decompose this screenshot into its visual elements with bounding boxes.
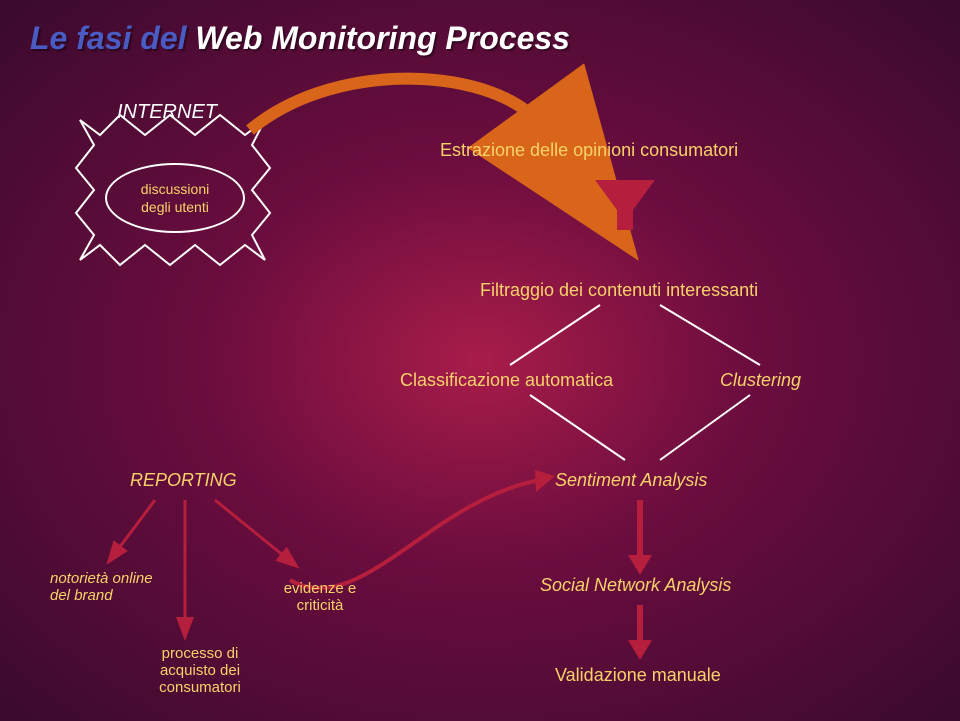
funnel-icon	[595, 180, 655, 230]
curve-sentiment-reporting	[290, 480, 540, 588]
node-notorieta: notorietà onlinedel brand	[50, 570, 200, 604]
node-processo: processo diacquisto deiconsumatori	[135, 645, 265, 696]
node-social: Social Network Analysis	[540, 575, 731, 596]
internet-label: INTERNET	[117, 101, 217, 124]
node-filtraggio: Filtraggio dei contenuti interessanti	[480, 280, 758, 301]
node-clustering: Clustering	[720, 370, 801, 391]
page-title: Le fasi del Web Monitoring Process	[30, 20, 570, 57]
discussioni-ellipse: discussionidegli utenti	[105, 163, 245, 233]
arrow-rep-notor	[110, 500, 155, 560]
internet-cluster: INTERNET discussionidegli utenti	[45, 95, 265, 275]
line-clust-sent	[660, 395, 750, 460]
node-reporting: REPORTING	[130, 470, 237, 491]
node-evidenze: evidenze ecriticità	[265, 580, 375, 614]
line-filt-clust	[660, 305, 760, 365]
line-class-sent	[530, 395, 625, 460]
title-prefix: Le fasi del	[30, 20, 195, 56]
arrow-internet-estrazione	[250, 79, 540, 130]
node-classificazione: Classificazione automatica	[400, 370, 613, 391]
title-main: Web Monitoring Process	[195, 20, 570, 56]
node-estrazione: Estrazione delle opinioni consumatori	[440, 140, 738, 161]
discussioni-text: discussionidegli utenti	[141, 180, 209, 216]
line-filt-class	[510, 305, 600, 365]
node-validazione: Validazione manuale	[555, 665, 721, 686]
node-sentiment: Sentiment Analysis	[555, 470, 707, 491]
arrow-rep-evid	[215, 500, 295, 565]
